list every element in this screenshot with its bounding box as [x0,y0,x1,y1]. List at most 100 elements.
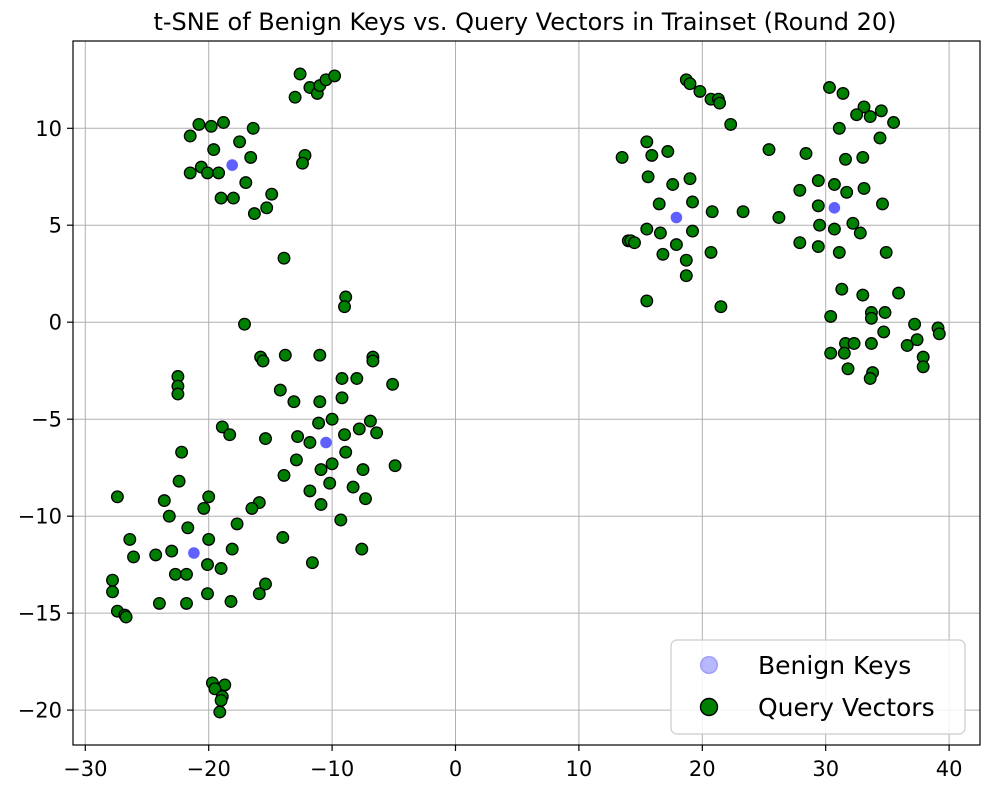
query-vector-point [832,121,846,135]
query-vector-point [217,116,230,129]
query-vector-point [666,178,680,191]
benign-key-point [320,436,332,449]
query-vector-point [215,420,229,434]
y-tick-label: 5 [49,214,62,238]
query-vector-point [214,191,228,205]
query-vector-point [328,69,342,83]
y-tick-label: −5 [31,408,62,432]
query-vector-point [106,573,119,587]
query-vector-point [208,682,222,696]
query-vector-point [291,430,305,444]
query-vector-point [165,544,179,558]
query-vector-point [325,412,339,426]
query-vector-point [323,476,337,490]
query-vector-point [157,494,171,508]
query-vector-point [277,251,291,265]
query-vector-point [247,207,261,221]
query-vector-point [832,245,846,259]
query-vector-point [162,509,176,523]
query-vector-point [847,337,861,350]
query-vector-point [201,587,214,601]
query-vector-point [313,348,327,362]
x-tick-label: 20 [689,757,716,781]
query-vector-point [152,596,166,610]
query-vector-point [356,463,370,477]
legend-query-marker [699,697,719,717]
query-vector-point [305,556,319,570]
query-vector-point [370,426,384,440]
query-vector-point [713,96,727,110]
query-vector-point [335,391,349,405]
x-tick-label: 10 [566,757,593,781]
query-vector-point [201,558,214,572]
query-vector-point [214,562,228,575]
query-vector-point [265,187,279,201]
x-tick-label: −30 [63,757,107,781]
query-vector-point [686,224,699,238]
query-vector-point [876,197,889,211]
query-vector-point [259,577,272,591]
query-vector-point [857,181,871,195]
query-vector-point [656,247,670,261]
query-vector-point [916,360,930,374]
y-tick-label: −20 [18,699,62,723]
query-vector-point [334,513,348,527]
query-vector-point [123,532,137,546]
query-vector-point [233,135,247,149]
x-tick-label: −20 [187,757,231,781]
query-vector-point [841,362,855,376]
query-vector-point [850,108,864,122]
query-vector-point [863,110,877,124]
query-vector-point [244,150,258,164]
query-vector-point [168,567,182,581]
legend-label-benign: Benign Keys [758,651,911,680]
query-vector-point [171,387,185,401]
query-vector-point [386,377,400,391]
query-vector-point [363,414,377,428]
query-vector-point [277,468,291,482]
query-vector-point [908,317,922,331]
query-vector-point [823,81,836,94]
query-vector-point [813,218,827,232]
query-vector-point [811,240,825,254]
query-vector-point [628,236,641,250]
query-vector-point [793,236,807,250]
query-vector-point [201,166,214,180]
query-vector-point [256,354,270,368]
query-vector-point [879,245,893,259]
query-vector-point [615,150,629,164]
x-tick-label: 30 [812,757,839,781]
query-vector-point [359,492,372,506]
query-vector-point [303,484,317,498]
query-vector-point [355,542,369,556]
query-vector-point [910,333,924,347]
query-vector-point [325,457,339,471]
chart-title: t-SNE of Benign Keys vs. Query Vectors i… [153,8,896,36]
query-vector-point [827,178,841,191]
query-vector-point [273,383,287,397]
benign-key-point [828,202,841,214]
query-vector-point [214,693,228,707]
query-vector-point [669,238,683,252]
y-tick-label: 10 [35,117,62,141]
query-vector-point [183,166,197,180]
query-vector-point [183,129,197,143]
query-vector-point [652,197,666,211]
query-vector-point [864,337,878,350]
query-vector-point [653,226,667,240]
query-vector-point [683,77,697,91]
query-vector-point [836,86,850,100]
query-vector-point [230,517,244,531]
query-vector-point [314,463,328,477]
query-vector-point [225,542,239,556]
axis-ticks: −30 −20 −10 0 10 20 30 40 −20 −15 −10 −5 0 5 10 [18,117,963,781]
query-vector-point [864,311,878,325]
query-vector-point [287,395,301,409]
query-vector-point [149,548,163,562]
query-vector-point [772,211,786,224]
query-vector-point [314,498,328,511]
query-vector-point [679,253,693,267]
query-vector-point [388,459,402,473]
